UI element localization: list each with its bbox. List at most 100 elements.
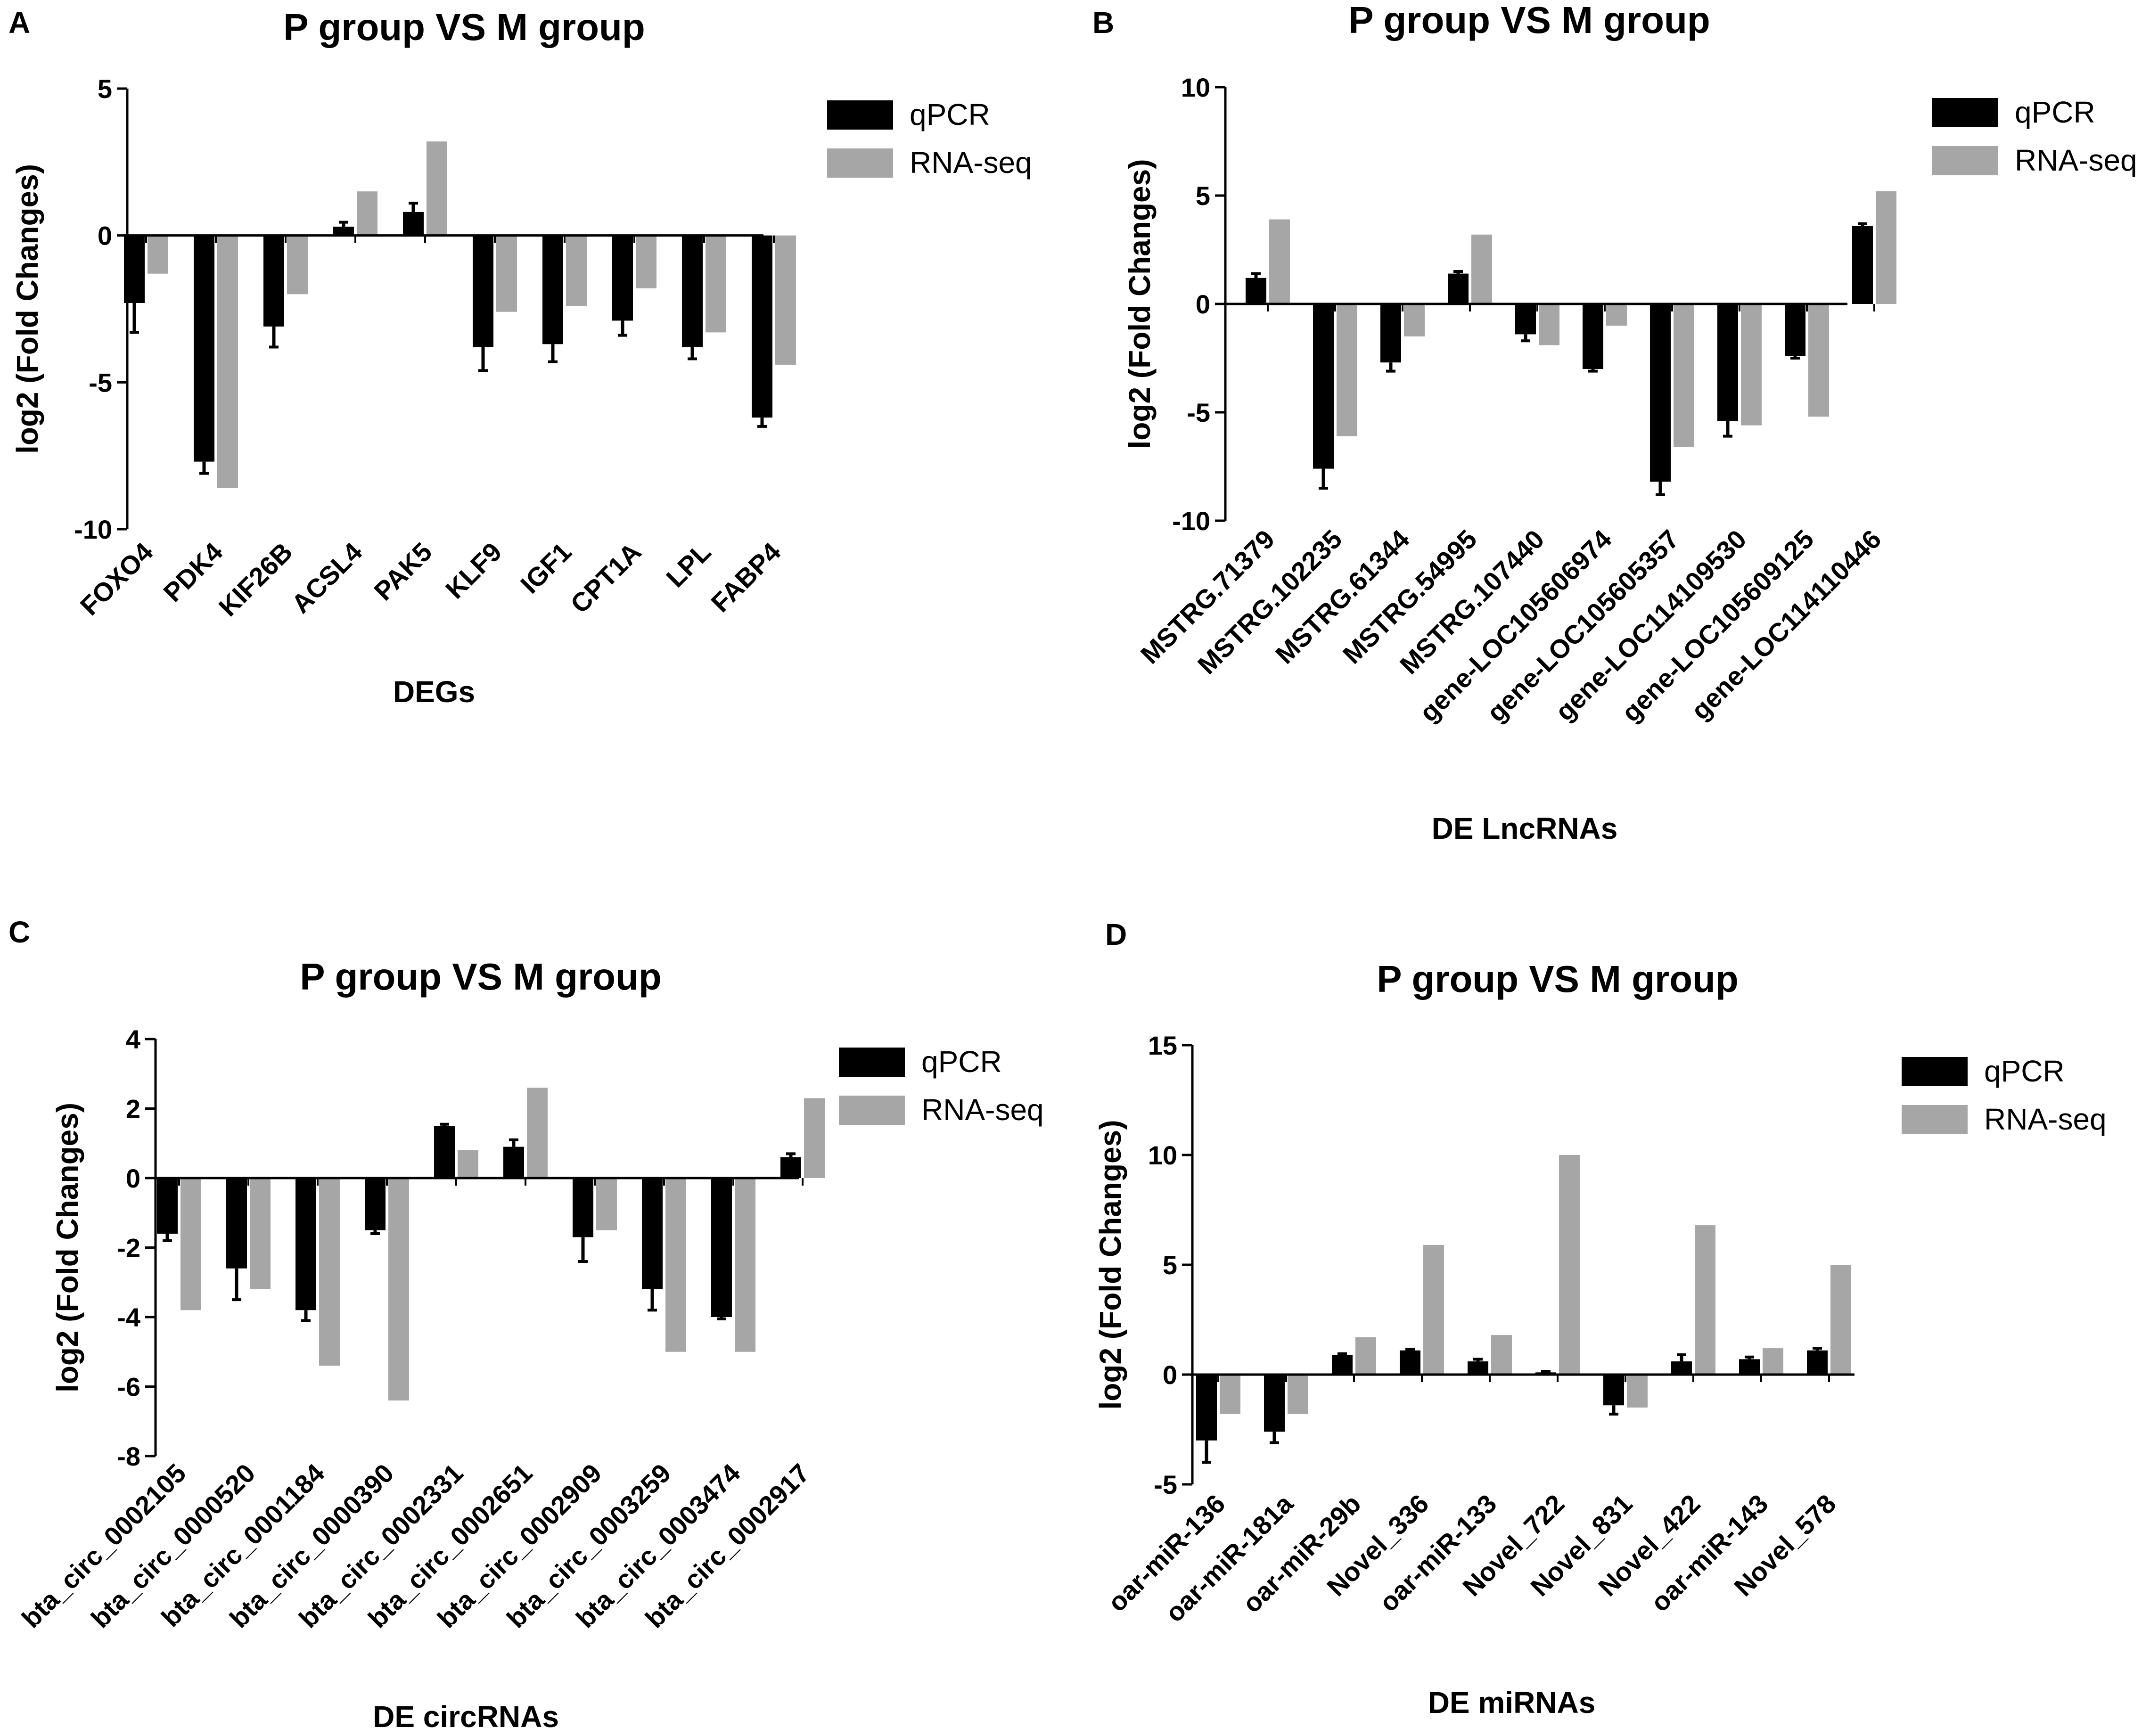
y-tick-label: 5 xyxy=(1163,1250,1177,1280)
bar-qpcr xyxy=(1313,304,1334,469)
bar-rnaseq xyxy=(319,1178,340,1366)
bar-rnaseq xyxy=(250,1178,271,1289)
bar-qpcr xyxy=(711,1178,732,1317)
bar-rnaseq xyxy=(148,235,168,274)
bar-rnaseq xyxy=(388,1178,409,1400)
y-axis-label: log2 (Fold Changes) xyxy=(1123,159,1157,449)
x-tick-label: KIF26B xyxy=(213,537,298,622)
legend-swatch-rnaseq xyxy=(839,1096,905,1125)
bar-qpcr xyxy=(1515,304,1536,335)
y-tick-label: -10 xyxy=(1172,506,1210,536)
bar-qpcr xyxy=(473,235,493,347)
bar-rnaseq xyxy=(1876,191,1896,304)
bar-qpcr xyxy=(333,226,354,236)
bar-qpcr xyxy=(1264,1375,1285,1432)
legend: qPCR RNA-seq xyxy=(827,98,1032,180)
x-tick-label: oar-miR-143 xyxy=(1645,1489,1773,1617)
x-axis-label: DEGs xyxy=(393,675,475,709)
legend-swatch-qpcr xyxy=(827,100,893,130)
chart-panel-a: A P group VS M group 5 0 -5 -10 log2 (Fold Cha… xyxy=(8,6,1032,709)
chart-title: P group VS M group xyxy=(1348,0,1710,41)
y-tick-label: -8 xyxy=(117,1441,140,1471)
bar-rnaseq xyxy=(181,1178,201,1310)
bar-qpcr xyxy=(1739,1359,1760,1375)
bar-rnaseq xyxy=(357,191,377,236)
bar-rnaseq xyxy=(1559,1155,1580,1375)
bar-rnaseq xyxy=(1491,1335,1512,1375)
bar-qpcr xyxy=(295,1178,316,1310)
legend-swatch-qpcr xyxy=(1932,98,1998,127)
bar-qpcr xyxy=(365,1178,386,1230)
bar-qpcr xyxy=(642,1178,663,1289)
bar-rnaseq xyxy=(735,1178,755,1352)
x-tick-label: LPL xyxy=(660,537,716,593)
bar-qpcr xyxy=(1785,304,1805,356)
x-tick-label: FABP4 xyxy=(705,537,786,618)
bar-rnaseq xyxy=(566,235,587,306)
bar-qpcr xyxy=(1246,278,1266,304)
bar-rnaseq xyxy=(287,235,308,295)
y-tick-label: 10 xyxy=(1181,73,1210,102)
bar-qpcr xyxy=(503,1146,524,1178)
y-tick-label: 10 xyxy=(1148,1140,1177,1170)
y-axis-label: log2 (Fold Changes) xyxy=(50,1103,84,1392)
bar-rnaseq xyxy=(706,235,726,333)
bar-rnaseq xyxy=(1741,304,1762,426)
bar-rnaseq xyxy=(458,1150,478,1178)
x-axis-label: DE LncRNAs xyxy=(1432,811,1618,845)
bar-qpcr xyxy=(1583,304,1603,369)
x-tick-label: ACSL4 xyxy=(286,537,368,619)
bar-rnaseq xyxy=(1695,1225,1715,1375)
bar-rnaseq xyxy=(1674,304,1694,447)
x-axis-label: DE miRNAs xyxy=(1428,1686,1596,1720)
bar-rnaseq xyxy=(496,235,517,312)
legend-label-rnaseq: RNA-seq xyxy=(1984,1102,2107,1136)
bar-rnaseq xyxy=(636,235,656,288)
panel-letter: A xyxy=(8,6,30,40)
legend-swatch-rnaseq xyxy=(1932,146,1998,175)
y-tick-label: -10 xyxy=(74,515,112,544)
bar-qpcr xyxy=(612,235,633,321)
legend-label-qpcr: qPCR xyxy=(2015,95,2095,129)
bar-qpcr xyxy=(542,235,563,344)
y-axis-label: log2 (Fold Changes) xyxy=(10,164,44,454)
bar-rnaseq xyxy=(1606,304,1627,326)
legend-label-rnaseq: RNA-seq xyxy=(910,146,1032,180)
y-tick-label: -5 xyxy=(1154,1470,1177,1499)
x-tick-label: IGF1 xyxy=(515,537,577,599)
bar-rnaseq xyxy=(1471,234,1492,304)
chart-panel-d: D P group VS M group 15 10 5 0 -5 log2 (Fold Ch… xyxy=(1093,917,2107,1720)
legend: qPCR RNA-seq xyxy=(839,1045,1044,1127)
bar-rnaseq xyxy=(775,235,796,365)
bar-qpcr xyxy=(1332,1355,1353,1375)
bar-qpcr xyxy=(226,1178,247,1269)
panel-letter: C xyxy=(8,915,30,949)
legend-label-rnaseq: RNA-seq xyxy=(2015,143,2137,177)
x-tick-label: oar-miR-136 xyxy=(1102,1489,1231,1617)
bar-qpcr xyxy=(403,212,424,236)
y-tick-label: 0 xyxy=(1163,1360,1177,1390)
chart-panel-b: B P group VS M group 10 5 0 -5 -10 log2 (Fold C… xyxy=(1092,0,2137,845)
legend-swatch-rnaseq xyxy=(1902,1105,1968,1134)
bar-qpcr xyxy=(157,1178,178,1234)
bar-rnaseq xyxy=(1539,304,1559,345)
bar-qpcr xyxy=(1807,1350,1828,1375)
y-tick-label: 5 xyxy=(98,74,112,104)
y-axis-label: log2 (Fold Changes) xyxy=(1093,1120,1127,1409)
bar-rnaseq xyxy=(1288,1375,1308,1414)
bar-rnaseq xyxy=(665,1178,686,1352)
bar-rnaseq xyxy=(1269,219,1290,304)
y-tick-label: -5 xyxy=(89,368,112,397)
y-tick-label: -5 xyxy=(1187,398,1210,427)
bar-qpcr xyxy=(263,235,284,327)
bar-rnaseq xyxy=(1404,304,1425,336)
bar-rnaseq xyxy=(1220,1375,1240,1414)
chart-title: P group VS M group xyxy=(300,956,661,998)
bar-rnaseq xyxy=(1830,1265,1851,1375)
x-tick-label: FOXO4 xyxy=(74,537,159,621)
x-tick-label: oar-miR-133 xyxy=(1373,1489,1502,1617)
bar-qpcr xyxy=(1400,1350,1420,1375)
legend: qPCR RNA-seq xyxy=(1932,95,2137,177)
bar-rnaseq xyxy=(217,235,238,488)
